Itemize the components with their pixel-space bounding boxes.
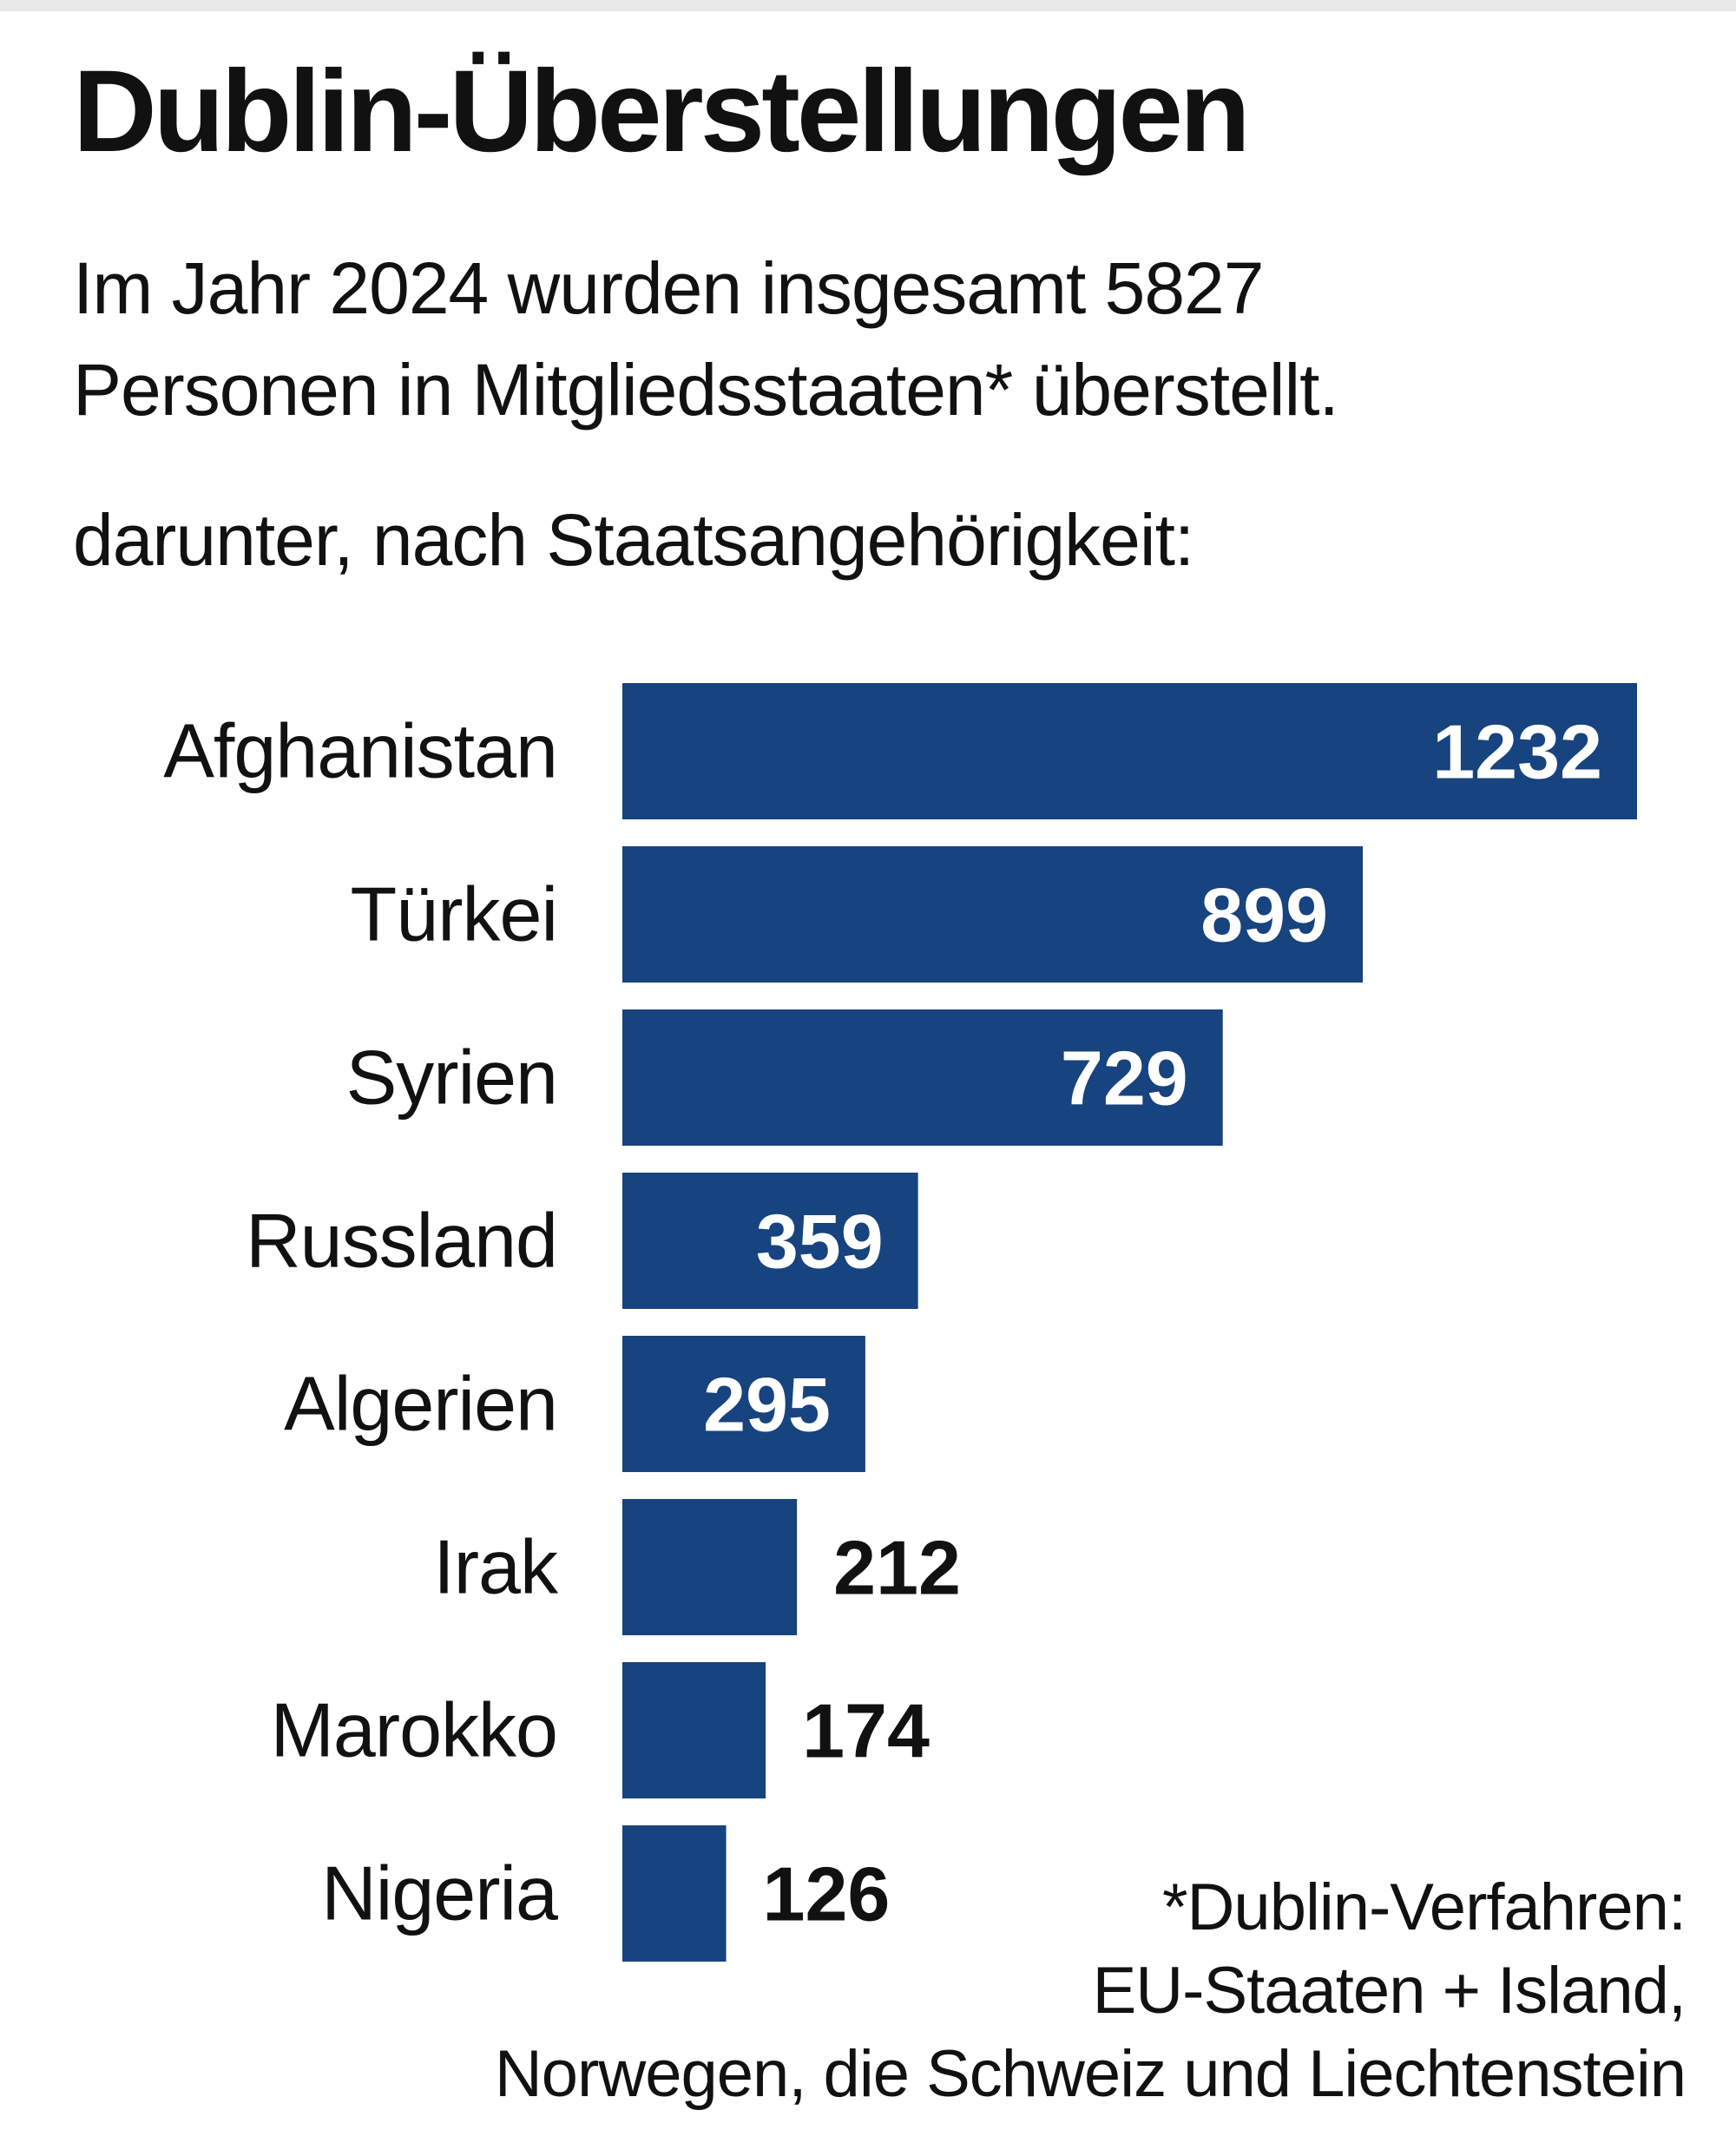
- bar-afghanistan: [622, 683, 1637, 819]
- value-label: 212: [833, 1525, 961, 1611]
- bar-algerien: [622, 1336, 865, 1472]
- bar-irak: [622, 1499, 798, 1635]
- value-label: 359: [756, 1199, 884, 1285]
- subtitle-line-1: Im Jahr 2024 wurden insgesamt 5827: [73, 247, 1264, 329]
- value-label: 729: [1061, 1035, 1188, 1121]
- category-label: Russland: [246, 1198, 557, 1284]
- footnote-line-3: Norwegen, die Schweiz und Liechtenstein: [494, 2037, 1687, 2111]
- value-label: 899: [1200, 872, 1328, 958]
- bar-russland: [622, 1173, 918, 1309]
- category-label: Irak: [433, 1524, 559, 1610]
- category-label: Afghanistan: [163, 708, 557, 794]
- bar-syrien: [622, 1009, 1223, 1146]
- category-label: Syrien: [346, 1035, 557, 1121]
- category-label: Marokko: [271, 1687, 557, 1773]
- value-label: 295: [703, 1362, 831, 1448]
- bar-türkei: [622, 846, 1364, 983]
- bar-marokko: [622, 1662, 766, 1798]
- subtitle-line-3: darunter, nach Staatsangehörigkeit:: [73, 499, 1194, 581]
- category-label: Türkei: [351, 871, 558, 957]
- category-label: Algerien: [284, 1361, 557, 1447]
- top-divider: [0, 0, 1736, 11]
- value-label: 1232: [1432, 709, 1602, 795]
- footnote-line-1: *Dublin-Verfahren:: [1161, 1870, 1687, 1944]
- footnote-line-2: EU-Staaten + Island,: [1092, 1954, 1687, 2028]
- value-label: 174: [802, 1688, 930, 1774]
- bar-nigeria: [622, 1825, 727, 1962]
- category-label: Nigeria: [321, 1851, 558, 1936]
- chart-title: Dublin-Überstellungen: [73, 47, 1251, 176]
- footnote: *Dublin-Verfahren: EU-Staaten + Island, …: [494, 1866, 1687, 2116]
- subtitle-line-2: Personen in Mitgliedsstaaten* überstellt…: [73, 349, 1339, 431]
- value-label: 126: [763, 1851, 891, 1937]
